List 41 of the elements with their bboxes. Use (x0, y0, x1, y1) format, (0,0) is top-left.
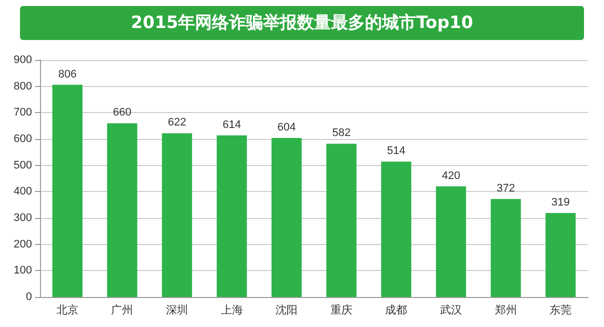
x-tick-label: 武汉 (440, 304, 462, 316)
y-tick-label: 600 (14, 133, 32, 145)
data-label: 514 (387, 145, 406, 158)
data-label: 622 (168, 116, 186, 129)
bar (107, 123, 138, 297)
bar (546, 212, 576, 297)
data-label: 319 (551, 196, 570, 208)
data-label: 582 (332, 127, 351, 140)
bar (490, 199, 521, 297)
data-label: 604 (277, 121, 296, 134)
x-tick-label: 沈阳 (276, 304, 298, 316)
y-tick-label: 0 (26, 291, 32, 303)
data-label: 420 (442, 170, 460, 182)
y-tick-label: 800 (14, 80, 32, 92)
bar (326, 144, 356, 297)
bar (272, 138, 302, 297)
y-tick-label: 700 (14, 106, 32, 119)
y-tick-label: 100 (14, 264, 32, 277)
data-label: 614 (222, 118, 241, 131)
x-tick-label: 北京 (56, 304, 78, 316)
x-tick-label: 重庆 (330, 304, 352, 316)
y-tick-label: 500 (14, 159, 32, 172)
x-tick-label: 上海 (220, 304, 243, 316)
bar (162, 133, 192, 297)
x-tick-label: 成都 (385, 304, 408, 316)
bar (381, 162, 412, 297)
bar (216, 135, 247, 297)
data-label: 806 (58, 68, 77, 80)
data-label: 660 (113, 106, 132, 119)
x-tick-label: 郑州 (494, 304, 517, 316)
y-tick-label: 400 (14, 186, 32, 198)
chart-title: 2015年网络诈骗举报数量最多的城市Top10 (20, 6, 584, 40)
y-tick-label: 300 (14, 212, 32, 224)
x-tick-label: 东莞 (550, 304, 572, 316)
data-label: 372 (496, 182, 515, 195)
x-tick-label: 广州 (111, 304, 134, 316)
y-tick-label: 900 (14, 54, 32, 66)
bar (52, 84, 82, 297)
bar (436, 186, 466, 297)
y-tick-label: 200 (14, 238, 32, 250)
x-tick-label: 深圳 (166, 304, 188, 316)
